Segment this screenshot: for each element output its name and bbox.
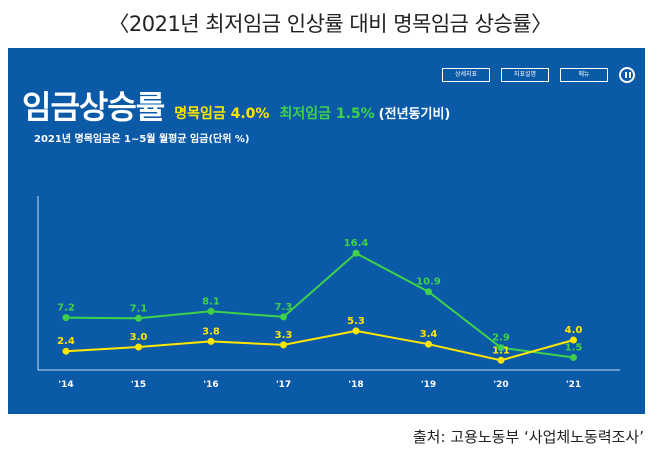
chart-note: 2021년 명목임금은 1~5월 월평균 임금(단위 %) [34,134,250,145]
x-tick-label: '18 [348,380,363,390]
indicator-description-button[interactable]: 지표설명 [501,68,549,82]
x-tick-label: '21 [566,380,581,390]
data-label: 3.4 [420,329,438,340]
data-label: 8.1 [202,296,220,307]
data-point [62,347,70,355]
series-line [65,251,574,359]
data-label: 3.0 [130,332,148,343]
data-label: 5.3 [347,316,365,327]
data-point [352,249,360,257]
data-label: 7.2 [57,303,75,314]
nominal-wage-summary: 명목임금 4.0% [174,106,270,122]
data-point [425,340,432,348]
data-label: 16.4 [344,238,369,249]
chart-panel: 상세지표 지표설명 메뉴 임금상승률 명목임금 4.0% 최저임금 1.5% (… [8,48,645,414]
x-tick-label: '20 [493,380,508,390]
data-label: 3.8 [202,326,220,337]
data-label: 7.3 [275,302,293,313]
page-title: 〈2021년 최저임금 인상률 대비 명목임금 상승률〉 [108,12,552,36]
line-chart: '14 '15 '16 '17 '18 '19 '20 '21 7.2 7.1 8.1 7.3 16.4… [37,196,620,390]
x-tick-label: '19 [421,380,436,390]
toolbar: 상세지표 지표설명 메뉴 [442,67,635,83]
data-point [352,327,360,335]
data-point [570,336,577,344]
source-note: 출처: 고용노동부 ‘사업체노동력조사’ [412,428,644,446]
series-line [65,329,574,362]
data-label: 7.1 [130,303,148,314]
x-tick-label: '16 [203,380,218,390]
data-point [135,343,142,351]
data-label: 10.9 [416,277,441,288]
comparison-basis: (전년동기비) [378,107,451,122]
minimum-wage-summary: 최저임금 1.5% [279,106,375,122]
data-point [280,341,287,349]
x-tick-label: '15 [131,380,146,390]
data-point [280,313,287,321]
data-label: 1.5 [565,343,583,354]
data-point [207,307,215,315]
pause-icon[interactable] [619,67,635,83]
detail-indicator-button[interactable]: 상세지표 [442,68,490,82]
x-tick-label: '17 [276,380,291,390]
data-label: 1.1 [492,345,510,356]
data-point [62,314,70,322]
data-point [497,344,505,352]
data-point [497,356,505,364]
data-label: 2.9 [492,333,510,344]
menu-button[interactable]: 메뉴 [560,68,608,82]
data-label: 4.0 [565,325,583,336]
data-point [207,337,215,345]
data-label: 3.3 [275,330,293,341]
data-label: 2.4 [57,336,75,347]
data-point [135,314,142,322]
x-tick-label: '14 [58,380,73,390]
headline: 임금상승률 명목임금 4.0% 최저임금 1.5% (전년동기비) [22,82,450,128]
chart-title: 임금상승률 [22,88,165,126]
data-point [570,354,577,361]
data-point [425,288,432,296]
